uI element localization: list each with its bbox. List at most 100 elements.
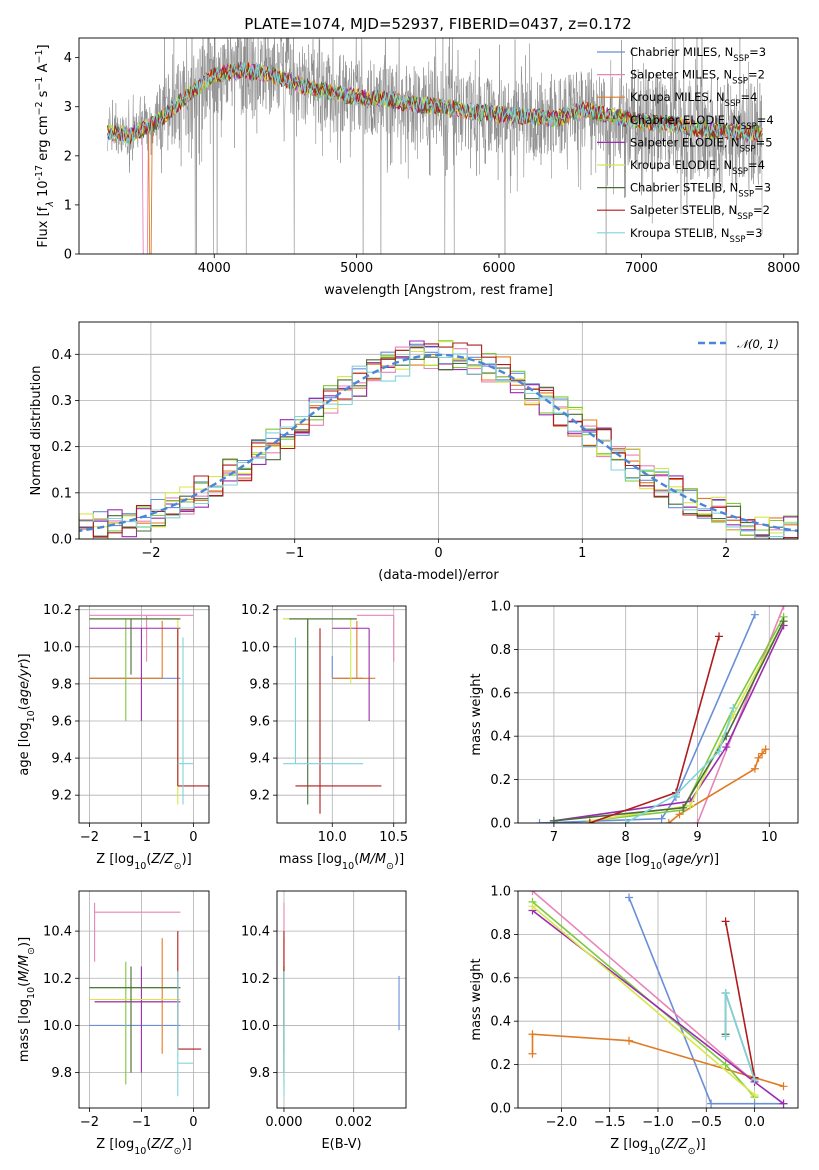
label-part: age [log	[597, 852, 650, 867]
legend-label-sub: SSP	[738, 190, 754, 200]
series-marker-1	[779, 606, 788, 610]
series-marker-7	[715, 632, 724, 641]
x-axis-label: wavelength [Angstrom, rest frame]	[324, 283, 553, 298]
legend-label-base: Chabrier STELIB, N	[630, 181, 738, 195]
series-marker-0	[707, 1099, 716, 1108]
y-tick-label: 10.0	[43, 1019, 72, 1034]
label-part: 10	[342, 861, 354, 872]
axes-frame	[276, 890, 407, 1109]
label-part: ⊙	[26, 947, 37, 955]
x-tick-label: −1	[285, 546, 304, 561]
legend-label-normal: 𝒩(0, 1)	[737, 337, 779, 351]
y-axis-label: age [log10(age/yr)]	[17, 653, 37, 775]
legend-label-suffix: =3	[754, 181, 771, 195]
legend-label-sub: SSP	[732, 167, 748, 177]
legend-label-sub: SSP	[725, 99, 741, 109]
axes-frame	[78, 605, 210, 824]
panel-mass-vs-EBV: 0.000 0.002 9.8 10.0 10.2 10.4 E(B-V)	[241, 890, 407, 1152]
y-tick-label: 0.2	[51, 440, 72, 455]
series-line-1	[696, 606, 785, 823]
series-marker-0	[625, 893, 634, 902]
series-marker-5	[528, 902, 537, 911]
y-tick-label: 10.2	[43, 972, 72, 987]
x-tick-label: −2	[141, 546, 160, 561]
legend-label-sub: SSP	[730, 235, 746, 245]
series-marker-0	[750, 610, 759, 619]
series-marker-8	[621, 819, 630, 823]
x-tick-label: 7	[550, 830, 558, 845]
y-tick-label: 9.8	[249, 1066, 270, 1081]
panel-massweight-vs-Z: −2.0 −1.5 −1.0 −0.5 0.0 0.0 0.2 0.4 0.6 0.8 1.0 Z […	[469, 885, 799, 1157]
series-marker-4	[779, 1099, 788, 1108]
legend-label-8: Kroupa STELIB, NSSP=3	[630, 226, 762, 245]
label-part: −2	[34, 101, 45, 115]
label-part: (	[662, 852, 667, 867]
series-marker-1	[693, 819, 702, 823]
x-tick-label: −1.5	[594, 1115, 626, 1130]
label-part: Z/Z	[150, 852, 174, 867]
label-part: )]	[17, 937, 32, 947]
legend-label-sub: SSP	[737, 212, 753, 222]
label-part: (	[660, 1137, 665, 1152]
series-line-8	[724, 992, 756, 1081]
y-tick-label: 0.8	[490, 643, 511, 658]
legend-label-suffix: =4	[748, 158, 765, 172]
y-tick-label: 10.2	[241, 972, 270, 987]
label-part: ⊙	[688, 1146, 696, 1157]
plot-area	[283, 614, 395, 814]
series-marker-8	[671, 790, 680, 799]
legend-label-6: Chabrier STELIB, NSSP=3	[630, 181, 771, 200]
legend-label-base: Chabrier ELODIE, N	[630, 113, 741, 127]
series-line-0	[539, 614, 756, 823]
y-tick-label: 10.0	[241, 1019, 270, 1034]
legend-label-base: Kroupa ELODIE, N	[630, 158, 732, 172]
y-tick-label: 0.6	[490, 686, 511, 701]
panel-spectrum: 4000 5000 6000 7000 8000 0 1 2 3 4 wavelength [Ang…	[34, 37, 800, 298]
x-tick-label: −2.0	[546, 1115, 578, 1130]
y-tick-label: 10.4	[241, 925, 270, 940]
series-marker-2	[528, 1030, 537, 1039]
y-tick-label: 10.0	[241, 640, 270, 655]
legend-label-base: Salpeter ELODIE, N	[630, 135, 740, 149]
y-tick-label: 0.2	[490, 1058, 511, 1073]
label-part: age/yr	[667, 852, 710, 867]
label-part: 10	[134, 1146, 146, 1157]
y-tick-label: 0.4	[51, 348, 72, 363]
legend-label-sub: SSP	[741, 122, 757, 132]
y-tick-label: 2	[64, 149, 72, 164]
panel-residuals: −2 −1 0 1 2 0.0 0.1 0.2 0.3 0.4 (data-model)/error…	[29, 321, 799, 583]
x-tick-label: 10.0	[318, 830, 347, 845]
label-part: )]	[182, 1137, 192, 1152]
legend-label-base: Kroupa MILES, N	[630, 90, 725, 104]
label-part: Z [log	[96, 852, 134, 867]
y-tick-label: 1.0	[490, 885, 511, 900]
panel-age-vs-Z: −2 −1 09.29.49.69.810.010.2Z [log10(Z/Z⊙)]…	[17, 603, 210, 872]
y-tick-label: 4	[64, 51, 72, 66]
legend-label-suffix: =5	[756, 135, 773, 149]
legend-label-base: Kroupa STELIB, N	[630, 226, 730, 240]
x-tick-label: 0.0	[744, 1115, 765, 1130]
legend-label-base: Salpeter STELIB, N	[630, 203, 737, 217]
series-marker-8	[750, 1075, 759, 1084]
label-part: Z [log	[610, 1137, 648, 1152]
series-line-7	[724, 921, 756, 1078]
y-tick-label: 0.6	[490, 971, 511, 986]
axes-frame	[78, 37, 799, 255]
series-line-7	[589, 636, 720, 823]
x-tick-label: −1.0	[642, 1115, 674, 1130]
x-tick-label: 0.000	[265, 1115, 302, 1130]
x-tick-label: 7000	[625, 261, 658, 276]
legend-label-0: Chabrier MILES, NSSP=3	[630, 45, 766, 64]
y-tick-label: 0	[64, 248, 72, 263]
series-marker-7	[721, 917, 730, 926]
histogram-8	[79, 345, 798, 539]
series-line-4	[553, 625, 785, 822]
y-axis-label: Flux [fλ 10-17 erg cm−2 s−1 A−1]	[34, 44, 56, 247]
y-tick-label: 0.3	[51, 394, 72, 409]
model-spectrum-7	[107, 62, 763, 144]
y-tick-label: 9.8	[51, 1066, 72, 1081]
label-part: -17	[34, 165, 45, 181]
legend-label-suffix: =4	[740, 90, 757, 104]
label-part: 10	[26, 987, 37, 999]
